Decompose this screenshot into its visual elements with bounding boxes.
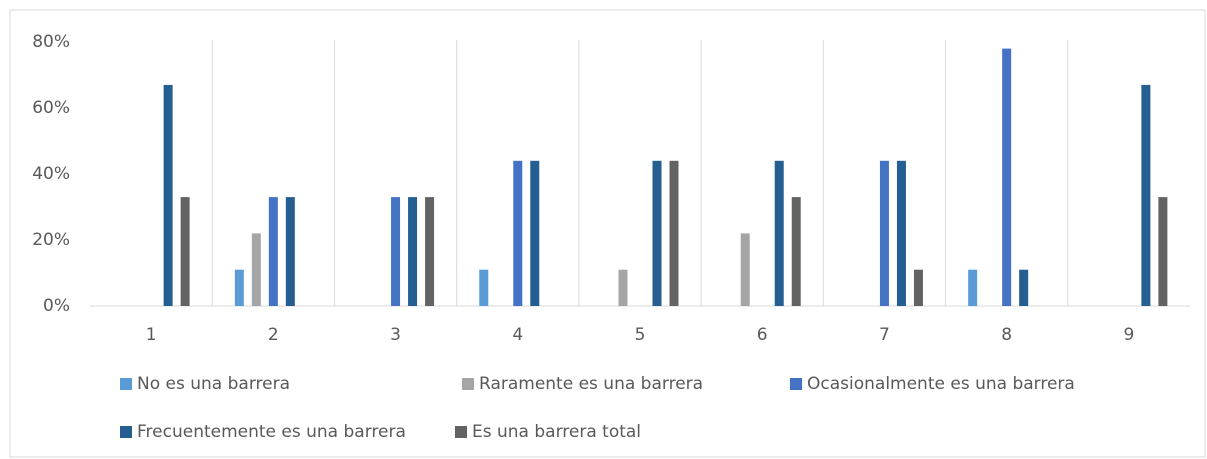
x-tick-label: 6 (757, 325, 768, 345)
bar (1141, 84, 1151, 307)
bar (1002, 48, 1012, 306)
bar (530, 160, 540, 306)
legend-label: Ocasionalmente es una barrera (807, 374, 1075, 394)
bar (251, 233, 261, 306)
bar (652, 160, 662, 306)
bar (896, 160, 906, 306)
bar (285, 197, 295, 306)
legend-swatch (790, 378, 802, 390)
legend-swatch (120, 378, 132, 390)
x-tick-label: 3 (390, 325, 401, 345)
bar (234, 269, 244, 306)
x-tick-label: 5 (635, 325, 646, 345)
bar (740, 233, 750, 306)
x-tick-label: 7 (879, 325, 890, 345)
legend-label: No es una barrera (137, 374, 290, 394)
bar (425, 197, 435, 306)
y-tick-label: 20% (32, 230, 70, 250)
legend-swatch (120, 426, 132, 438)
x-tick-label: 2 (268, 325, 279, 345)
bar (774, 160, 784, 306)
y-tick-label: 60% (32, 98, 70, 118)
x-tick-label: 1 (146, 325, 157, 345)
bar (163, 84, 173, 307)
bar (669, 160, 679, 306)
x-tick-label: 9 (1123, 325, 1134, 345)
legend-swatch (455, 426, 467, 438)
x-tick-label: 4 (512, 325, 523, 345)
legend-swatch (462, 378, 474, 390)
bar (180, 197, 190, 306)
bar (791, 197, 801, 306)
bar (879, 160, 889, 306)
y-tick-label: 0% (43, 296, 70, 316)
bar (268, 197, 278, 306)
bar (479, 269, 489, 306)
y-tick-label: 80% (32, 32, 70, 52)
bar (913, 269, 923, 306)
legend-label: Es una barrera total (472, 422, 641, 442)
legend-label: Frecuentemente es una barrera (137, 422, 406, 442)
bar (618, 269, 628, 306)
legend-label: Raramente es una barrera (479, 374, 703, 394)
bar (968, 269, 978, 306)
x-tick-label: 8 (1001, 325, 1012, 345)
bar (408, 197, 418, 306)
y-tick-label: 40% (32, 164, 70, 184)
bar (1019, 269, 1029, 306)
bar (1158, 197, 1168, 306)
bar (391, 197, 401, 306)
bar (513, 160, 523, 306)
